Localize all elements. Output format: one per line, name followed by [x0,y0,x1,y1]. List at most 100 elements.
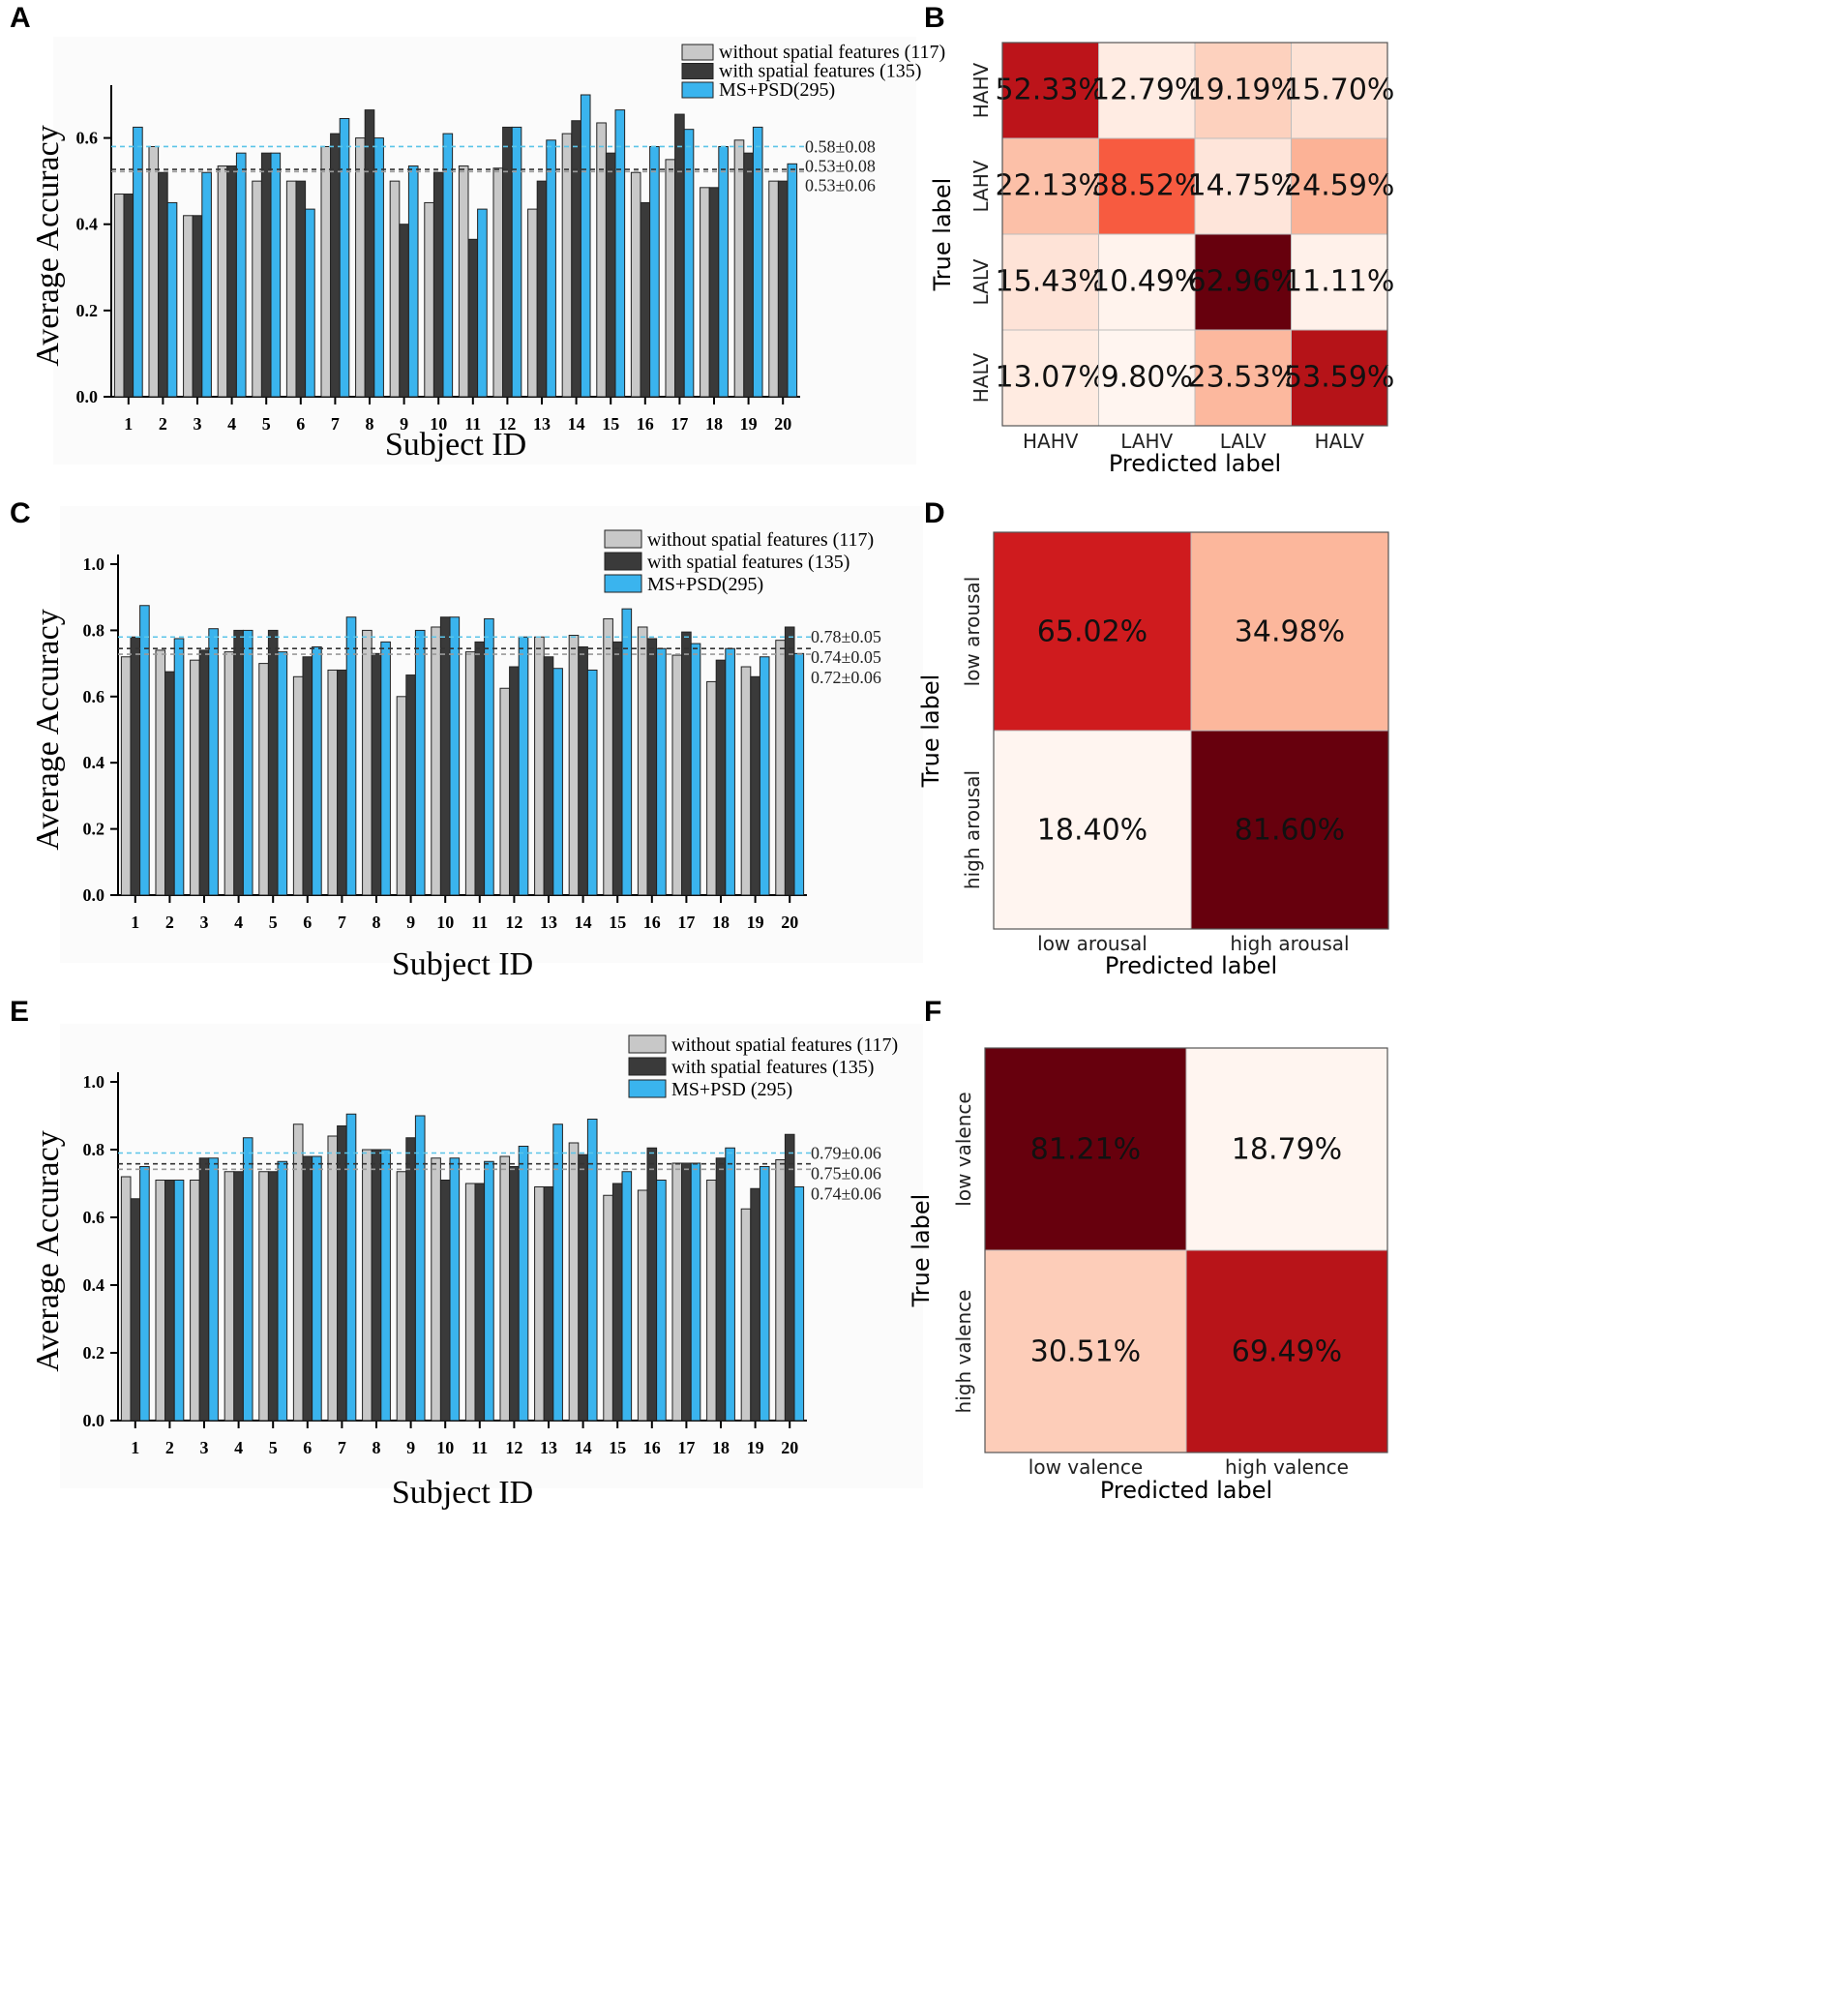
bar-with-subject-15 [605,152,616,398]
bar-mspsd-subject-8 [373,137,384,398]
x-tick-label: 19 [747,913,764,932]
bar-with-subject-9 [405,1137,416,1422]
bar-without-subject-6 [292,675,304,896]
cm-y-axis-title: True label [917,674,944,789]
bar-with-subject-7 [337,669,347,896]
cm-cell-value: 69.49% [1232,1334,1342,1368]
cm-x-tick-label: HALV [1315,430,1365,453]
x-tick-label: 14 [568,414,585,434]
bar-without-subject-10 [431,626,441,896]
panel-label: E [10,996,29,1028]
bar-mspsd-subject-9 [414,1115,426,1422]
bar-without-subject-16 [637,626,648,896]
bar-mspsd-subject-18 [725,1147,735,1422]
panel-label: D [924,497,945,529]
cm-cell-value: 13.07% [996,361,1106,395]
x-tick-label: 16 [637,414,654,434]
cm-x-axis-title: Predicted label [1109,450,1281,477]
bar-mspsd-subject-14 [580,94,591,398]
panel-f-confusion-matrix: F 81.21% 18.79% 30.51% 69.49% low valence high… [908,996,1388,1504]
bar-with-subject-14 [578,1153,588,1422]
x-tick-label: 20 [774,414,791,434]
y-tick-label: 1.0 [83,554,105,574]
bar-mspsd-subject-6 [312,1155,322,1422]
legend-swatch-without [628,1034,667,1054]
bar-with-subject-17 [681,631,692,896]
cm-cell-value: 14.75% [1188,169,1298,203]
mean-label-mspsd: 0.79±0.06 [811,1144,881,1163]
mean-label-with: 0.75±0.06 [811,1164,881,1183]
cm-cell-r0-c2 [1194,42,1292,139]
bar-with-subject-8 [371,652,382,896]
cm-y-axis-title: True label [908,1194,935,1308]
y-tick-label: 0.0 [83,1411,105,1430]
cm-cell-r0-c1 [1098,42,1196,139]
cm-cell-value: 81.60% [1235,813,1345,847]
x-axis-title: Subject ID [385,427,526,463]
x-tick-label: 19 [747,1438,764,1457]
x-tick-label: 18 [712,1438,730,1457]
cm-cell-r2-c1 [1098,233,1196,331]
cm-cell-value: 15.70% [1284,74,1394,107]
bar-with-subject-20 [784,1133,795,1422]
bar-mspsd-subject-6 [305,208,315,398]
bar-mspsd-subject-17 [683,129,695,398]
bar-without-subject-9 [389,180,401,398]
x-tick-label: 2 [159,414,167,434]
bar-without-subject-5 [258,663,269,896]
bar-with-subject-6 [302,656,313,896]
legend-label-without: without spatial features (117) [647,529,874,551]
bar-with-subject-20 [784,626,795,896]
x-tick-label: 6 [296,414,305,434]
x-tick-label: 11 [471,913,488,932]
y-tick-label: 0.6 [83,1208,105,1227]
cm-cell-r1-c1 [1098,137,1196,235]
x-tick-label: 3 [200,1438,209,1457]
x-tick-label: 15 [602,414,619,434]
cm-x-tick-label: low valence [1028,1455,1143,1479]
legend-swatch-without [604,529,642,549]
y-tick-label: 0.2 [83,1343,105,1363]
x-tick-label: 13 [540,1438,557,1457]
bar-mspsd-subject-11 [484,617,494,896]
cm-x-tick-label: low arousal [1037,932,1148,955]
bar-mspsd-subject-17 [690,1162,701,1422]
bar-mspsd-subject-9 [414,629,426,896]
bar-without-subject-16 [630,171,641,398]
cm-y-tick-label: HALV [969,353,993,404]
bar-mspsd-subject-4 [235,152,247,398]
bar-without-subject-8 [362,1149,373,1422]
bar-with-subject-13 [536,180,548,398]
bar-without-subject-1 [120,1176,132,1422]
x-tick-label: 10 [430,414,447,434]
bar-mspsd-subject-19 [759,1166,770,1422]
x-tick-label: 12 [498,414,516,434]
x-tick-label: 12 [505,913,522,932]
legend-swatch-mspsd [628,1079,667,1098]
x-tick-label: 12 [505,1438,522,1457]
y-tick-label: 0.6 [83,687,105,706]
bar-mspsd-subject-20 [793,1186,805,1422]
bar-mspsd-subject-13 [546,139,556,398]
bar-with-subject-2 [164,671,175,896]
cm-x-axis-title: Predicted label [1105,952,1277,979]
bar-mspsd-subject-7 [339,118,350,398]
bar-mspsd-subject-2 [173,638,185,896]
cm-frame [993,531,1389,930]
bar-with-subject-9 [405,674,416,896]
cm-cell-r0-c1 [1190,531,1389,732]
bar-mspsd-subject-1 [139,1166,150,1422]
bar-without-subject-10 [431,1157,441,1422]
x-tick-label: 11 [464,414,481,434]
cm-y-tick-label: LAHV [969,160,993,212]
bar-mspsd-subject-12 [518,1146,529,1422]
mean-label-without: 0.74±0.06 [811,1184,881,1204]
legend-swatch-with [628,1057,667,1076]
x-tick-label: 15 [609,913,626,932]
bar-mspsd-subject-19 [752,126,763,398]
x-tick-label: 16 [643,913,661,932]
bar-without-subject-17 [671,654,683,896]
y-axis-title: Average Accuracy [30,125,66,367]
cm-cell-r3-c2 [1194,329,1292,427]
bar-without-subject-4 [224,1171,235,1422]
